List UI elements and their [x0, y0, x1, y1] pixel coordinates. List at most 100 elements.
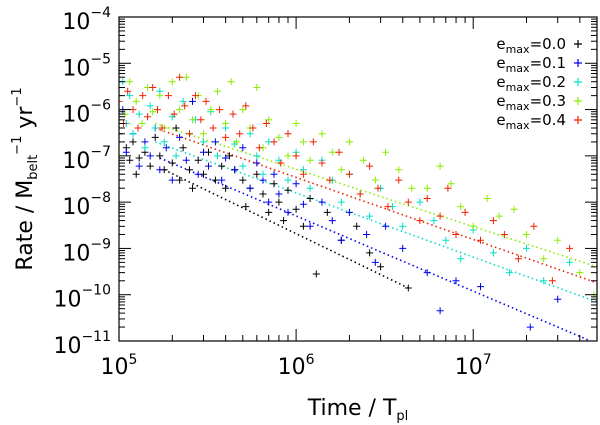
data-point-s1-39 — [399, 244, 407, 252]
data-point-s1-43 — [477, 283, 484, 291]
data-point-s3-19 — [232, 138, 240, 146]
data-point-s3-45 — [495, 212, 503, 220]
fit-line-series-4 — [154, 127, 597, 284]
data-point-s4-27 — [270, 138, 278, 146]
data-point-s4-45 — [436, 212, 444, 220]
x-tick-label-0: 105 — [101, 352, 138, 380]
data-points — [119, 73, 597, 331]
data-point-s2-21 — [239, 162, 247, 170]
data-point-s2-42 — [442, 236, 450, 244]
data-point-s1-9 — [162, 144, 170, 152]
x-tick-label-2: 107 — [455, 352, 492, 380]
data-point-s4-15 — [191, 92, 199, 100]
data-point-s4-31 — [299, 170, 307, 178]
data-point-s4-47 — [452, 231, 460, 238]
data-point-s4-39 — [374, 184, 382, 192]
data-point-s0-38 — [312, 270, 320, 278]
data-point-s3-38 — [408, 184, 416, 192]
data-point-s4-19 — [216, 106, 224, 114]
plot-frame — [118, 16, 598, 342]
data-point-s1-45 — [554, 295, 562, 303]
data-point-s4-42 — [404, 198, 412, 206]
data-point-s0-37 — [306, 195, 314, 202]
data-point-s4-30 — [292, 152, 300, 160]
x-axis-title: Time / Tpl — [307, 396, 409, 424]
data-point-s4-38 — [366, 162, 374, 170]
data-point-s4-46 — [444, 184, 452, 192]
data-point-s4-7 — [149, 84, 157, 91]
data-point-s0-3 — [129, 138, 137, 146]
data-point-s4-48 — [461, 208, 469, 216]
data-point-s0-23 — [225, 152, 233, 160]
fit-line-series-2 — [154, 141, 597, 303]
data-point-s4-14 — [186, 130, 193, 138]
data-point-s2-48 — [540, 277, 548, 285]
data-point-s4-34 — [326, 176, 334, 184]
data-point-s1-33 — [328, 217, 336, 225]
data-point-s0-29 — [259, 190, 267, 198]
data-point-s0-44 — [404, 284, 412, 292]
data-point-s2-43 — [457, 255, 465, 263]
y-tick-label-1: 10−10 — [53, 283, 111, 313]
data-point-s1-35 — [345, 208, 353, 216]
data-point-s3-46 — [510, 205, 518, 213]
data-point-s0-25 — [239, 176, 247, 184]
data-point-s4-49 — [477, 236, 484, 244]
data-point-s3-3 — [132, 97, 140, 105]
data-point-s2-16 — [200, 138, 207, 146]
legend-marker-2 — [574, 78, 582, 86]
data-point-s2-40 — [416, 198, 424, 206]
data-point-s3-50 — [576, 269, 584, 277]
data-point-s0-21 — [218, 162, 226, 170]
data-point-s4-37 — [356, 190, 364, 198]
data-point-s3-27 — [292, 120, 300, 127]
data-point-s2-6 — [141, 144, 149, 152]
data-point-s1-19 — [222, 154, 230, 162]
data-point-s0-30 — [265, 208, 273, 216]
data-point-s4-9 — [158, 124, 166, 132]
data-point-s3-4 — [138, 120, 146, 127]
data-point-s2-8 — [151, 124, 159, 132]
data-point-s4-16 — [197, 116, 205, 124]
data-point-s2-46 — [505, 269, 513, 277]
data-point-s4-28 — [277, 159, 285, 167]
data-point-s2-23 — [253, 152, 261, 160]
data-point-s0-17 — [194, 156, 202, 164]
data-point-s4-0 — [119, 97, 123, 105]
data-point-s4-41 — [395, 176, 403, 184]
data-point-s4-36 — [345, 170, 353, 178]
legend-label-1: emax=0.1 — [496, 54, 566, 75]
data-point-s2-45 — [489, 249, 497, 257]
data-point-s1-6 — [146, 152, 154, 160]
data-point-s0-5 — [135, 154, 143, 162]
legend-label-0: emax=0.0 — [496, 35, 566, 56]
data-point-s0-2 — [126, 156, 134, 164]
data-point-s0-31 — [270, 180, 278, 188]
legend-marker-1 — [574, 59, 582, 67]
data-point-s3-33 — [345, 138, 353, 146]
data-point-s4-10 — [164, 92, 172, 100]
fit-line-series-3 — [154, 122, 597, 268]
data-point-s1-40 — [423, 269, 431, 277]
data-point-s4-17 — [202, 97, 210, 105]
data-point-s3-2 — [126, 78, 134, 86]
data-point-s1-4 — [135, 162, 143, 170]
data-point-s4-35 — [335, 148, 343, 156]
data-point-s2-18 — [214, 152, 221, 160]
data-point-s2-5 — [135, 110, 143, 118]
data-point-s1-13 — [189, 97, 196, 105]
data-point-s1-25 — [265, 198, 273, 206]
data-point-s0-4 — [132, 170, 140, 178]
data-point-s0-7 — [146, 162, 154, 170]
data-point-s3-11 — [182, 73, 190, 81]
y-tick-label-6: 10−5 — [62, 51, 111, 81]
data-point-s3-44 — [483, 195, 491, 202]
data-point-s2-7 — [146, 102, 154, 110]
y-tick-label-0: 10−11 — [53, 329, 111, 359]
data-point-s1-42 — [452, 277, 460, 285]
data-point-s4-21 — [229, 110, 237, 118]
data-point-s3-18 — [227, 78, 235, 86]
data-point-s2-36 — [366, 212, 374, 220]
data-point-s0-22 — [222, 184, 230, 192]
